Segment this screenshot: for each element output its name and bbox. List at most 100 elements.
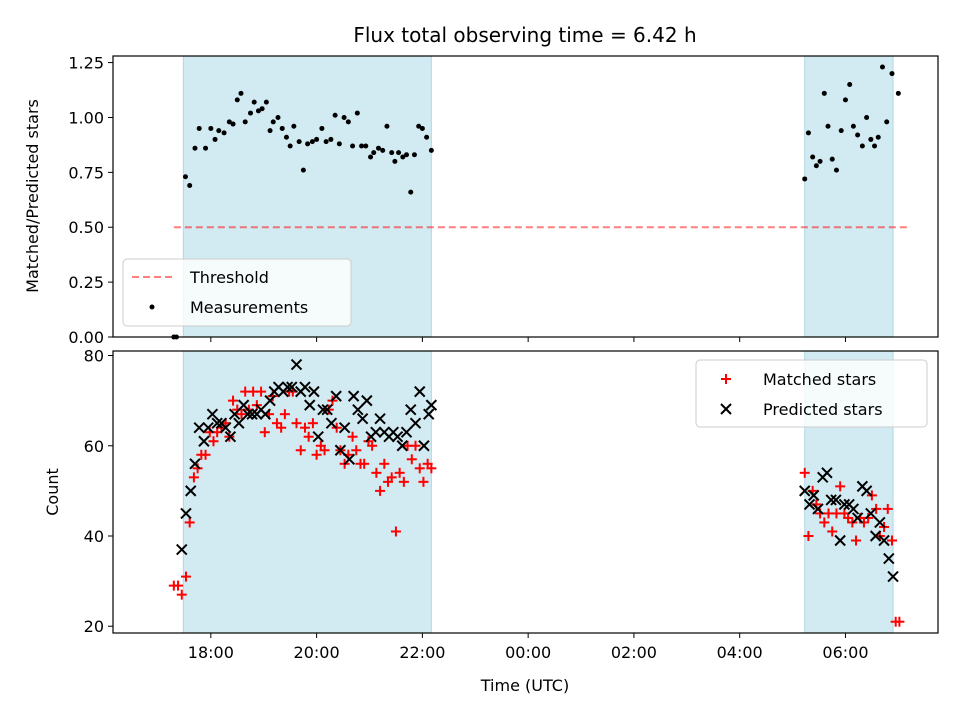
matched-star-point [803,530,814,541]
measurement-point [408,189,414,195]
predicted-star-point [343,453,356,465]
count-y-tick-label: 20 [84,617,104,636]
measurement-point [419,125,425,131]
matched-star-point [319,445,330,456]
predicted-star-point [812,503,824,515]
measurement-point [875,134,881,140]
measurement-point [411,152,417,158]
measurement-point [323,139,329,145]
predicted-star-point [193,421,205,434]
measurement-point [296,139,302,145]
matched-star-point [359,458,370,469]
matched-star-point [410,440,421,451]
predicted-legend-label: Predicted stars [763,400,883,419]
ratio-observing-window [804,56,894,337]
measurement-point [208,125,214,131]
matched-star-point [367,440,378,451]
predicted-star-point [808,489,820,502]
measurement-point [424,134,430,140]
predicted-star-point [423,408,435,420]
measurement-point [396,150,402,156]
measurement-point [884,119,890,125]
matched-star-point [851,535,862,546]
matched-star-point [176,589,187,600]
matched-star-point [398,476,409,487]
predicted-star-point [189,458,201,470]
predicted-star-point [834,534,846,547]
measurement-point [400,154,406,160]
predicted-star-point [874,516,886,529]
predicted-star-point [799,485,811,497]
matched-star-point [184,517,195,528]
measurement-point [371,150,377,156]
x-tick-label: 02:00 [611,643,657,662]
predicted-star-point [304,399,316,411]
matched-star-point [390,526,401,537]
count-axes-frame [112,350,939,634]
measurement-point [255,108,261,114]
matched-star-point [188,472,199,483]
predicted-star-point [299,381,311,393]
predicted-star-point [347,390,360,402]
measurement-point [384,123,390,129]
predicted-star-point [198,435,210,447]
predicted-star-point [228,408,241,420]
predicted-star-point [425,399,438,411]
predicted-star-point [237,399,250,411]
measurement-point [319,125,325,131]
ratio-y-tick-label: 0.25 [68,273,104,292]
count-legend-box [695,359,928,428]
measurement-point [248,110,253,116]
measurement-point [287,143,293,149]
measurement-point [375,145,381,151]
ratio-y-tick-label: 1.25 [68,54,104,73]
predicted-star-point [409,417,422,429]
matched-star-point [414,463,425,474]
count-panel: 20 40 60 80 18:00 20:00 22:00 00:00 02:00 04:00 0… [43,347,939,695]
predicted-star-point [869,530,882,542]
measurement-point [380,147,386,153]
matched-star-point [886,535,897,546]
measurement-point [345,119,351,125]
count-y-axis-label: Count [43,468,62,516]
measurement-point [859,143,865,149]
measurement-point [275,114,281,120]
predicted-star-point [259,408,272,420]
x-tick-label: 04:00 [717,643,763,662]
measurement-point [279,125,285,131]
predicted-star-point [317,403,329,416]
ratio-y-axis-label: Matched/Predicted stars [23,99,42,293]
measurement-point [350,143,356,149]
matched-star-point [307,418,318,429]
measurement-point [389,150,395,156]
measurement-point [363,143,369,149]
predicted-star-point [185,485,197,497]
predicted-star-point [356,412,369,425]
measurement-point [813,163,819,169]
measurement-point [879,64,885,70]
matched-legend-swatch [721,374,731,384]
measurement-point [314,136,320,142]
measurement-point [833,167,839,173]
x-tick-label: 22:00 [399,643,445,662]
predicted-star-point [352,403,364,416]
predicted-star-point [361,394,373,407]
matched-star-point [394,467,405,478]
ratio-y-tick-label: 1.00 [68,108,104,127]
measurement-point [309,139,315,145]
predicted-star-point [370,426,382,438]
measurement-point [267,128,273,134]
predicted-star-point [847,503,860,515]
predicted-star-point [883,552,895,565]
predicted-star-point [176,543,188,556]
count-observing-window [183,351,432,633]
matched-star-point [259,427,270,438]
measurement-point [203,145,209,151]
predicted-star-point [246,408,258,420]
measurement-point [192,145,198,151]
x-tick-label: 06:00 [822,643,868,662]
measurement-point [212,136,218,142]
predicted-star-point [830,494,842,506]
measurement-point [428,147,434,153]
